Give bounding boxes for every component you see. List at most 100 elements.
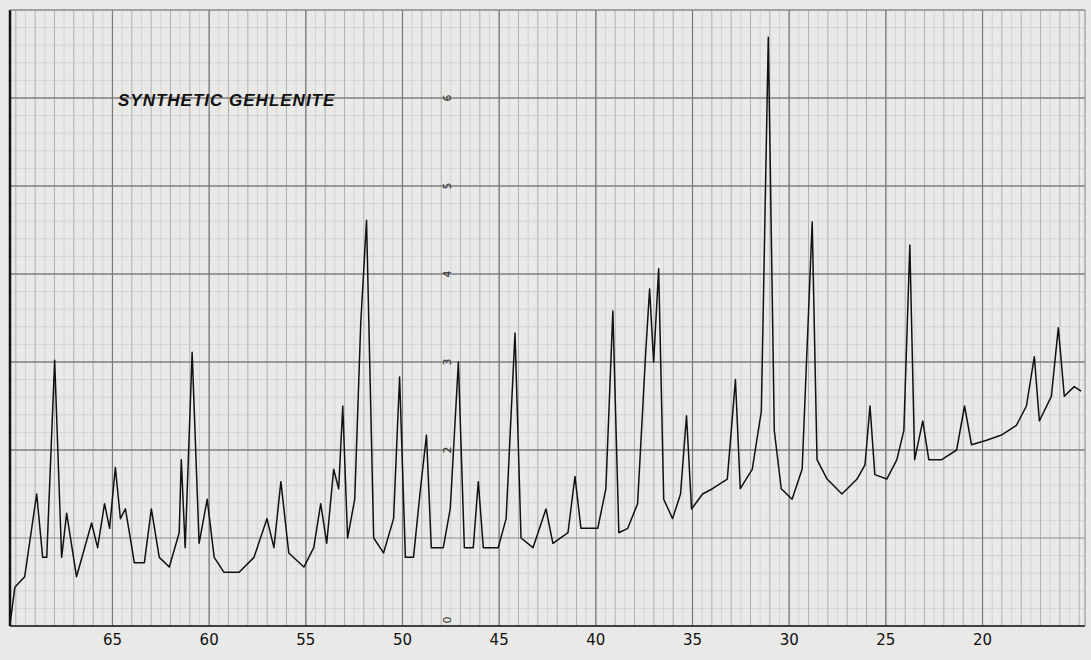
minor-grid <box>595 10 596 626</box>
minor-grid <box>10 502 1085 503</box>
minor-grid <box>953 10 954 626</box>
minor-grid <box>10 414 1085 415</box>
minor-grid <box>10 309 1085 310</box>
chart: 65605550454035302520023456SYNTHETIC GEHL… <box>0 0 1091 660</box>
minor-grid <box>10 361 1085 362</box>
minor-grid <box>10 485 1085 486</box>
minor-grid <box>10 344 1085 345</box>
minor-grid <box>489 10 490 626</box>
x-grid-line <box>789 10 790 626</box>
minor-grid <box>35 10 36 626</box>
minor-grid <box>721 10 722 626</box>
minor-grid <box>10 537 1085 538</box>
minor-grid <box>10 185 1085 186</box>
minor-grid <box>885 10 886 626</box>
x-tick-label: 50 <box>393 631 412 649</box>
minor-grid <box>963 10 964 626</box>
minor-grid <box>1040 10 1041 626</box>
paper <box>0 0 1091 660</box>
minor-grid <box>924 10 925 626</box>
minor-grid <box>760 10 761 626</box>
minor-grid <box>460 10 461 626</box>
frame <box>1085 10 1086 626</box>
minor-grid <box>1011 10 1012 626</box>
minor-grid <box>10 221 1085 222</box>
minor-grid <box>10 150 1085 151</box>
y-grid-line <box>10 361 1085 362</box>
minor-grid <box>10 449 1085 450</box>
minor-grid <box>653 10 654 626</box>
x-tick-label: 40 <box>586 631 605 649</box>
minor-grid <box>383 10 384 626</box>
x-tick-label: 30 <box>780 631 799 649</box>
minor-grid <box>1069 10 1070 626</box>
minor-grid <box>10 62 1085 63</box>
minor-grid <box>518 10 519 626</box>
minor-grid <box>10 27 1085 28</box>
diffraction-trace <box>10 37 1081 626</box>
minor-grid <box>905 10 906 626</box>
x-tick-label: 60 <box>200 631 219 649</box>
minor-grid <box>10 133 1085 134</box>
y-grid-line <box>10 185 1085 186</box>
minor-grid <box>10 467 1085 468</box>
x-tick-label: 20 <box>973 631 992 649</box>
x-axis-line <box>10 625 1085 627</box>
minor-grid <box>731 10 732 626</box>
minor-grid <box>992 10 993 626</box>
minor-grid <box>10 238 1085 239</box>
minor-grid <box>83 10 84 626</box>
minor-grid <box>25 10 26 626</box>
x-tick-label: 65 <box>103 631 122 649</box>
minor-grid <box>421 10 422 626</box>
minor-grid <box>470 10 471 626</box>
y-tick-label: 0 <box>441 617 454 624</box>
minor-grid <box>392 10 393 626</box>
minor-grid <box>10 273 1085 274</box>
minor-grid <box>528 10 529 626</box>
minor-grid <box>837 10 838 626</box>
x-grid-line <box>402 10 403 626</box>
x-grid-line <box>499 10 500 626</box>
minor-grid <box>10 573 1085 574</box>
minor-grid <box>102 10 103 626</box>
minor-grid <box>982 10 983 626</box>
minor-grid <box>847 10 848 626</box>
y-axis-line <box>9 10 12 626</box>
minor-grid <box>354 10 355 626</box>
minor-grid <box>499 10 500 626</box>
x-grid-line <box>982 10 983 626</box>
minor-grid <box>508 10 509 626</box>
plot-area <box>10 37 1081 626</box>
minor-grid <box>779 10 780 626</box>
y-tick-label: 2 <box>441 447 454 454</box>
minor-grid <box>15 10 16 626</box>
minor-grid <box>10 590 1085 591</box>
minor-grid <box>557 10 558 626</box>
y-tick-label: 3 <box>441 359 454 366</box>
x-tick-label: 35 <box>683 631 702 649</box>
y-tick-label: 6 <box>441 95 454 102</box>
minor-grid <box>702 10 703 626</box>
x-grid-line <box>595 10 596 626</box>
minor-grid <box>10 203 1085 204</box>
minor-grid <box>10 291 1085 292</box>
minor-grid <box>344 10 345 626</box>
minor-grid <box>711 10 712 626</box>
minor-grid <box>750 10 751 626</box>
minor-grid <box>10 379 1085 380</box>
minor-grid <box>740 10 741 626</box>
minor-grid <box>673 10 674 626</box>
y-tick-label: 5 <box>441 183 454 190</box>
minor-grid <box>856 10 857 626</box>
minor-grid <box>10 45 1085 46</box>
minor-grid <box>1079 10 1080 626</box>
minor-grid <box>827 10 828 626</box>
x-tick-label: 45 <box>490 631 509 649</box>
minor-grid <box>798 10 799 626</box>
minor-grid <box>866 10 867 626</box>
minor-grid <box>10 168 1085 169</box>
frame <box>10 10 1085 11</box>
minor-grid <box>682 10 683 626</box>
x-tick-label: 25 <box>876 631 895 649</box>
